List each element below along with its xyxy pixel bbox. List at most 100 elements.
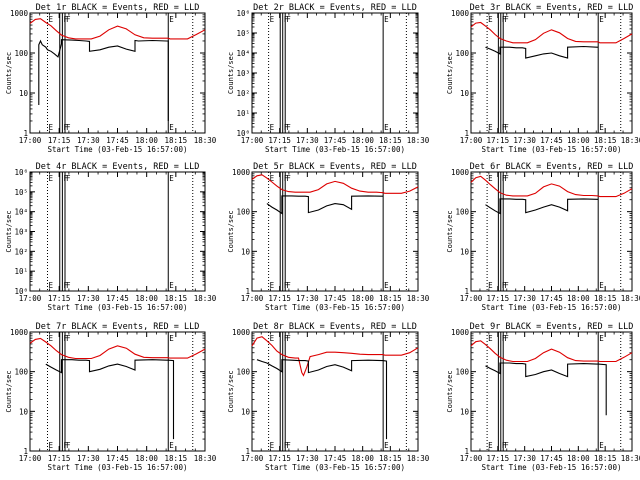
marker-label: E — [488, 174, 493, 183]
y-tick-label: 100 — [236, 368, 250, 377]
marker-label: E — [169, 15, 174, 24]
y-tick-label: 10² — [236, 89, 250, 98]
marker-label: F — [284, 281, 289, 290]
x-tick-label: 18:15 — [594, 294, 617, 303]
marker-label: E — [488, 281, 493, 290]
x-tick-label: 18:30 — [194, 294, 217, 303]
marker-label: F — [502, 174, 507, 183]
x-axis-label: Start Time (03-Feb-15 16:57:00) — [265, 145, 405, 154]
x-tick-label: 17:15 — [487, 294, 510, 303]
marker-label: F — [504, 174, 509, 183]
x-axis-label: Start Time (03-Feb-15 16:57:00) — [482, 303, 622, 312]
panel-title: Det 2r BLACK = Events, RED = LLD — [253, 3, 417, 13]
x-tick-label: 18:30 — [621, 294, 640, 303]
x-tick-label: 18:15 — [165, 294, 188, 303]
y-tick-label: 10³ — [14, 228, 28, 237]
x-tick-label: 18:00 — [567, 454, 590, 463]
x-tick-label: 17:15 — [487, 454, 510, 463]
x-tick-label: 18:30 — [407, 454, 430, 463]
series-lld-line — [251, 336, 419, 377]
marker-label: E — [270, 441, 275, 450]
marker-label: F — [286, 15, 291, 24]
series-events-line — [266, 195, 384, 215]
marker-label: F — [286, 123, 291, 132]
x-tick-label: 17:30 — [77, 454, 100, 463]
marker-label: F — [66, 334, 71, 343]
panel-9: Det 9r BLACK = Events, RED = LLD 1 10 100 10… — [446, 322, 640, 472]
series-events-line — [485, 362, 607, 416]
marker-label: F — [66, 15, 71, 24]
x-axis-label: Start Time (03-Feb-15 16:57:00) — [482, 463, 622, 472]
marker-label: E — [169, 441, 174, 450]
marker-label: F — [286, 174, 291, 183]
y-tick-label: 10¹ — [14, 267, 28, 276]
marker-label: E — [488, 334, 493, 343]
x-tick-label: 17:30 — [513, 294, 536, 303]
x-tick-label: 17:15 — [48, 294, 71, 303]
x-tick-label: 18:30 — [407, 136, 430, 145]
y-tick-label: 1000 — [10, 9, 29, 18]
x-tick-label: 18:15 — [379, 454, 402, 463]
y-tick-label: 10⁰ — [236, 129, 250, 138]
y-tick-label: 1 — [464, 129, 469, 138]
x-tick-label: 17:00 — [241, 294, 264, 303]
series-events-line — [256, 359, 388, 440]
x-tick-label: 17:30 — [296, 136, 319, 145]
marker-label: F — [504, 441, 509, 450]
marker-label: E — [49, 334, 54, 343]
x-tick-label: 17:45 — [106, 136, 129, 145]
y-tick-label: 10 — [19, 89, 29, 98]
y-axis-label: Counts/sec — [5, 210, 13, 252]
x-tick-label: 18:00 — [567, 136, 590, 145]
marker-label: E — [384, 441, 389, 450]
y-axis-label: Counts/sec — [227, 52, 235, 94]
x-tick-label: 17:30 — [77, 136, 100, 145]
series-events-line — [485, 45, 599, 59]
x-tick-label: 17:00 — [19, 454, 42, 463]
y-tick-label: 10³ — [236, 69, 250, 78]
marker-label: E — [384, 281, 389, 290]
marker-label: F — [284, 334, 289, 343]
marker-label: E — [49, 281, 54, 290]
marker-label: F — [66, 123, 71, 132]
marker-label: E — [488, 15, 493, 24]
marker-label: F — [286, 334, 291, 343]
panel-title: Det 7r BLACK = Events, RED = LLD — [36, 322, 200, 332]
x-tick-label: 18:00 — [351, 294, 374, 303]
y-tick-label: 10¹ — [236, 109, 250, 118]
x-tick-label: 18:30 — [407, 294, 430, 303]
y-tick-label: 100 — [455, 208, 469, 217]
marker-label: E — [384, 123, 389, 132]
marker-label: E — [270, 174, 275, 183]
marker-label: F — [63, 174, 68, 183]
plot-frame — [251, 12, 419, 134]
y-tick-label: 10 — [241, 247, 251, 256]
marker-label: F — [284, 123, 289, 132]
marker-label: F — [63, 123, 68, 132]
y-axis-label: Counts/sec — [5, 52, 13, 94]
x-tick-label: 17:30 — [77, 294, 100, 303]
marker-label: E — [384, 334, 389, 343]
series-lld-line — [251, 174, 419, 194]
y-tick-label: 100 — [236, 208, 250, 217]
panel-2: Det 2r BLACK = Events, RED = LLD 10⁰ 10¹ 10… — [227, 3, 430, 154]
marker-label: F — [66, 441, 71, 450]
marker-label: E — [384, 174, 389, 183]
x-tick-label: 18:30 — [621, 454, 640, 463]
y-tick-label: 100 — [14, 368, 28, 377]
x-axis-label: Start Time (03-Feb-15 16:57:00) — [48, 303, 188, 312]
y-tick-label: 10 — [460, 407, 470, 416]
x-tick-label: 17:15 — [268, 136, 291, 145]
marker-label: F — [63, 441, 68, 450]
marker-label: F — [66, 281, 71, 290]
panel-title: Det 5r BLACK = Events, RED = LLD — [253, 162, 417, 172]
marker-label: F — [286, 281, 291, 290]
x-tick-label: 18:30 — [194, 136, 217, 145]
series-events-line — [45, 359, 175, 440]
marker-label: E — [384, 15, 389, 24]
x-tick-label: 17:45 — [106, 454, 129, 463]
marker-label: F — [504, 15, 509, 24]
y-tick-label: 1 — [464, 287, 469, 296]
x-tick-label: 18:15 — [379, 294, 402, 303]
series-lld-line — [470, 21, 633, 44]
